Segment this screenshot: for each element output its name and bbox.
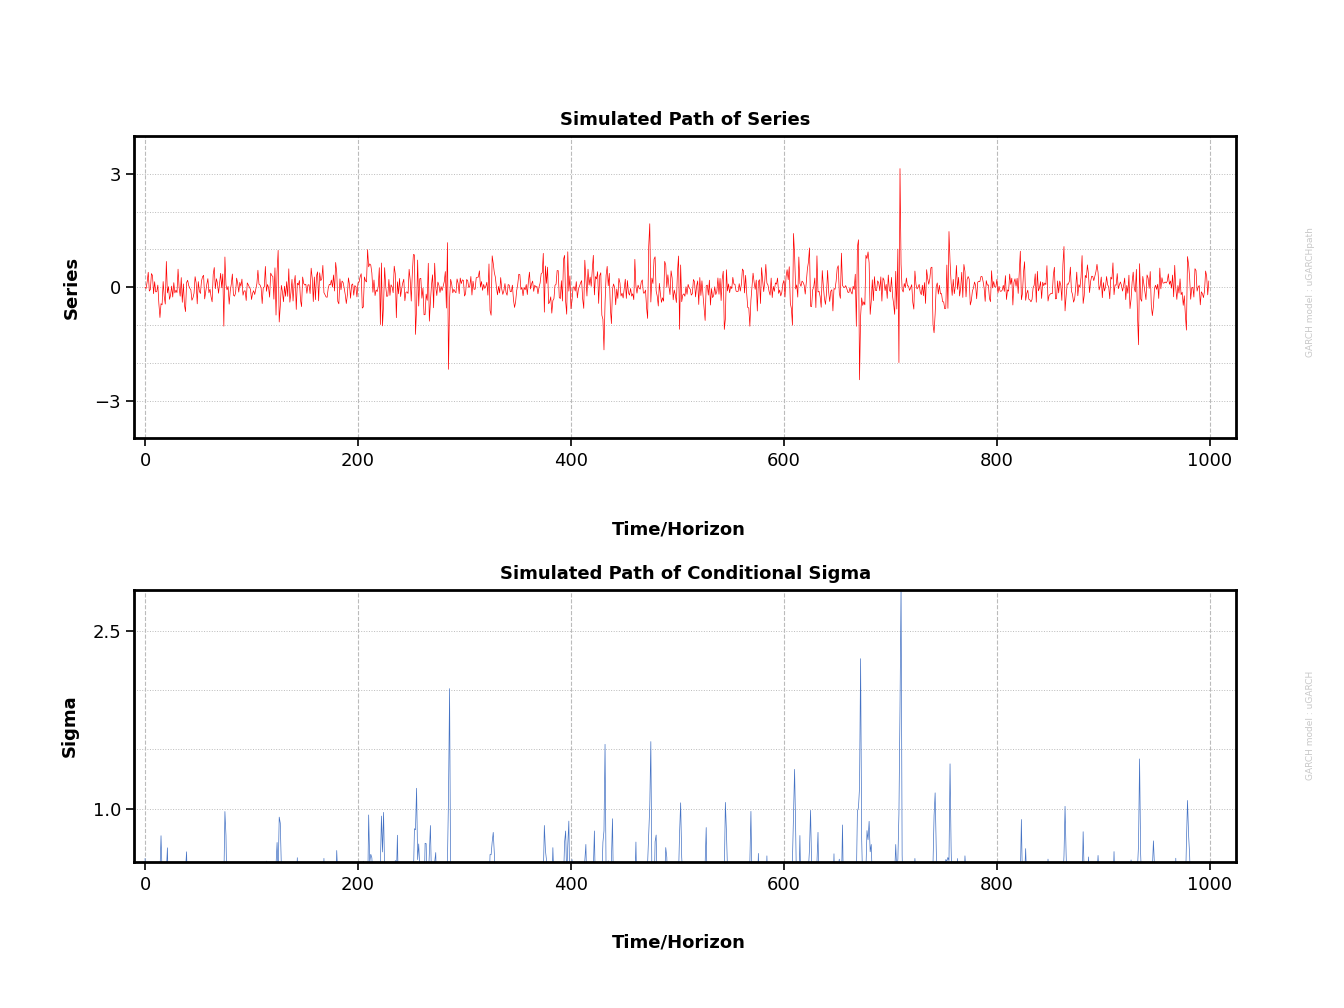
Text: GARCH model : uGARCHpath: GARCH model : uGARCHpath — [1306, 228, 1314, 357]
Y-axis label: Sigma: Sigma — [60, 695, 78, 757]
Text: GARCH model : uGARCH: GARCH model : uGARCH — [1306, 671, 1314, 780]
Text: Time/Horizon: Time/Horizon — [612, 933, 746, 952]
Title: Simulated Path of Series: Simulated Path of Series — [560, 111, 810, 129]
Y-axis label: Series: Series — [63, 256, 81, 319]
Text: Time/Horizon: Time/Horizon — [612, 520, 746, 538]
Title: Simulated Path of Conditional Sigma: Simulated Path of Conditional Sigma — [500, 564, 871, 583]
